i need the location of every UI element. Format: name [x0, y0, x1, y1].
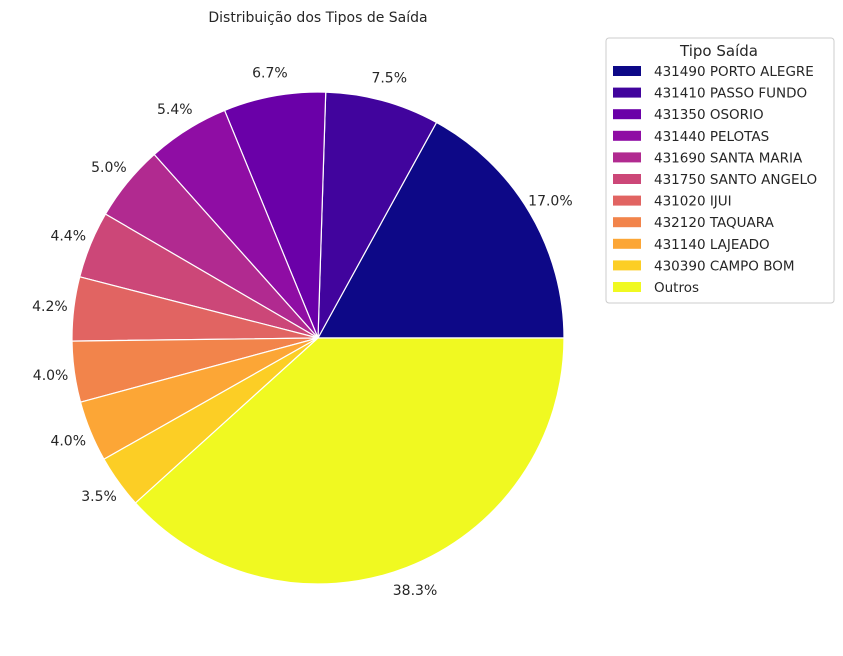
pct-label-431020-ijui: 4.2% [32, 299, 68, 315]
legend-label-431350-osorio: 431350 OSORIO [654, 107, 764, 123]
pct-label-431350-osorio: 6.7% [252, 65, 288, 81]
legend-swatch-432120-taquara [613, 217, 641, 228]
legend-label-431020-ijui: 431020 IJUI [654, 194, 732, 210]
legend-label-431440-pelotas: 431440 PELOTAS [654, 129, 769, 145]
legend-swatch-431410-passo-fundo [613, 87, 641, 98]
legend-swatch-431350-osorio [613, 109, 641, 120]
legend-swatch-430390-campo-bom [613, 260, 641, 271]
legend-swatch-431490-porto-alegre [613, 66, 641, 76]
legend-swatch-431750-santo-angelo [613, 174, 641, 184]
legend-label-431410-passo-fundo: 431410 PASSO FUNDO [654, 86, 807, 102]
pie-slices [71, 91, 565, 585]
legend-swatch-431020-ijui [613, 195, 641, 206]
legend-label-431690-santa-maria: 431690 SANTA MARIA [654, 150, 803, 166]
pct-label-431140-lajeado: 4.0% [50, 434, 86, 450]
pie-slice-431490-porto-alegre [316, 121, 565, 339]
legend-swatch-431440-pelotas [613, 130, 641, 141]
legend: Tipo Saída 431490 PORTO ALEGRE 431410 PAS… [605, 37, 835, 304]
legend-swatch-outros [613, 282, 641, 292]
pct-label-431440-pelotas: 5.4% [157, 102, 193, 118]
pie-slice-outros [134, 337, 565, 585]
legend-label-432120-taquara: 432120 TAQUARA [654, 215, 775, 231]
pct-label-431490-porto-alegre: 17.0% [528, 194, 572, 210]
pct-label-432120-taquara: 4.0% [33, 368, 69, 384]
pct-label-431750-santo-angelo: 4.4% [50, 228, 86, 244]
legend-items: 431490 PORTO ALEGRE 431410 PASSO FUNDO 431… [613, 64, 817, 296]
legend-label-outros: Outros [654, 280, 699, 296]
pct-label-431410-passo-fundo: 7.5% [371, 71, 407, 87]
legend-label-431750-santo-angelo: 431750 SANTO ANGELO [654, 172, 817, 188]
pie-slice-431410-passo-fundo [317, 91, 438, 339]
legend-frame [605, 37, 835, 304]
legend-title: Tipo Saída [679, 42, 758, 60]
legend-swatch-431690-santa-maria [613, 152, 641, 163]
percentage-labels: 17.0% 7.5% 6.7% 5.4% 5.0% 4.4% 4.2% 4.0% 4.0% 3.5… [32, 65, 573, 599]
pct-label-430390-campo-bom: 3.5% [81, 489, 117, 505]
pct-label-431690-santa-maria: 5.0% [91, 160, 127, 176]
chart-title: Distribuição dos Tipos de Saída [208, 10, 427, 26]
legend-swatch-431140-lajeado [613, 238, 641, 249]
pct-label-outros: 38.3% [393, 583, 437, 599]
legend-label-431140-lajeado: 431140 LAJEADO [654, 237, 770, 253]
legend-label-430390-campo-bom: 430390 CAMPO BOM [654, 258, 795, 274]
legend-label-431490-porto-alegre: 431490 PORTO ALEGRE [654, 64, 814, 80]
